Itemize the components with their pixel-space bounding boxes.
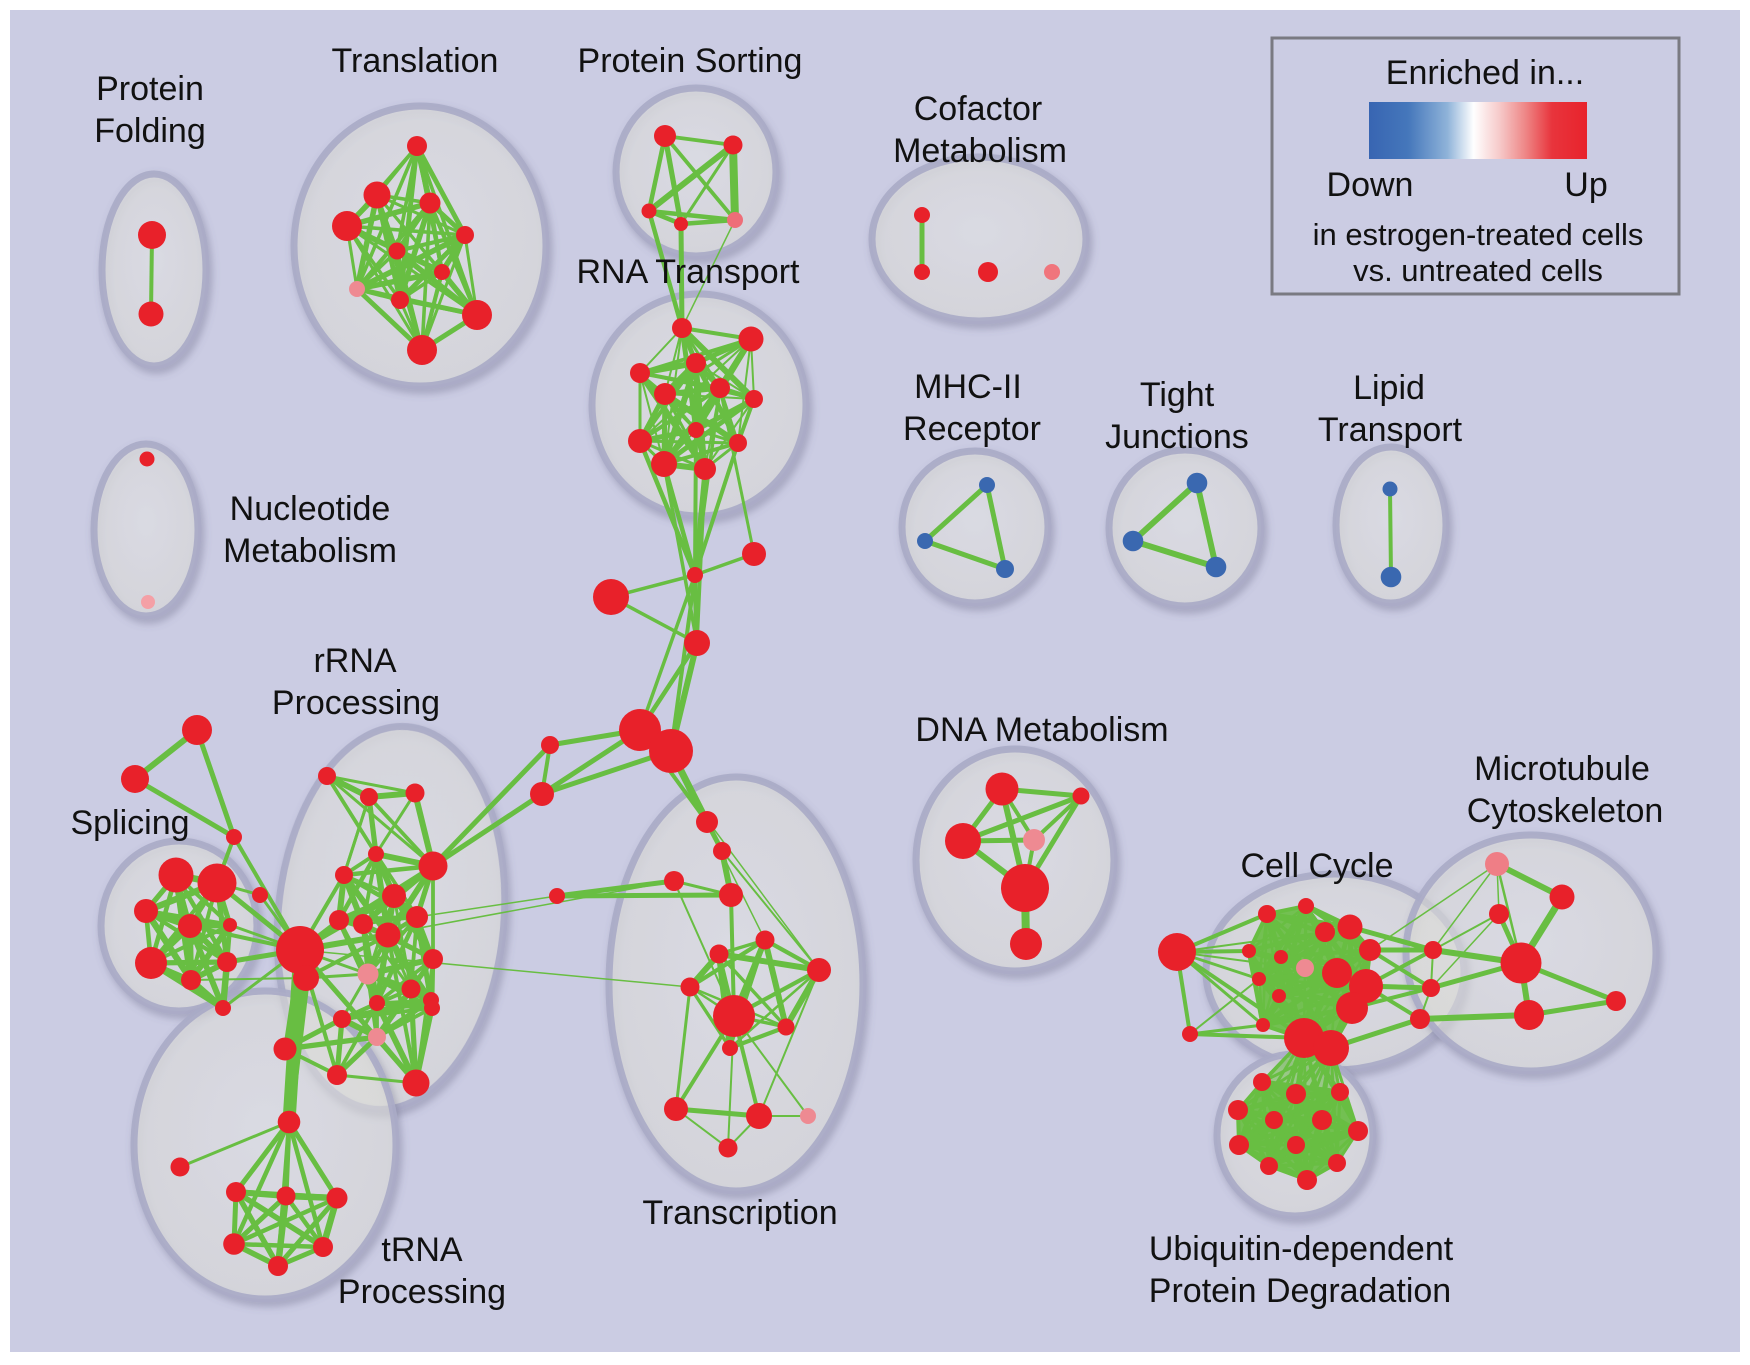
svg-text:Protein Sorting: Protein Sorting [578,42,803,80]
svg-text:Down: Down [1327,166,1414,204]
svg-text:Transport: Transport [1318,411,1463,449]
svg-text:Protein: Protein [96,70,204,108]
svg-text:Cytoskeleton: Cytoskeleton [1467,792,1664,830]
svg-text:MHC-II: MHC-II [914,368,1022,406]
svg-text:Processing: Processing [338,1273,506,1311]
svg-text:Microtubule: Microtubule [1474,750,1650,788]
svg-text:Ubiquitin-dependent: Ubiquitin-dependent [1149,1230,1454,1268]
svg-text:in estrogen-treated cells: in estrogen-treated cells [1313,217,1644,252]
svg-text:vs. untreated cells: vs. untreated cells [1353,253,1603,288]
svg-text:Tight: Tight [1140,376,1215,414]
svg-text:Folding: Folding [94,112,206,150]
svg-text:Metabolism: Metabolism [893,132,1067,170]
svg-text:Receptor: Receptor [903,410,1041,448]
svg-text:Junctions: Junctions [1105,418,1249,456]
svg-text:Splicing: Splicing [70,804,189,842]
svg-text:Nucleotide: Nucleotide [230,490,391,528]
svg-text:DNA Metabolism: DNA Metabolism [915,711,1168,749]
svg-text:rRNA: rRNA [313,642,396,680]
svg-text:Protein Degradation: Protein Degradation [1149,1272,1451,1310]
svg-text:Transcription: Transcription [642,1194,837,1232]
svg-text:Up: Up [1564,166,1607,204]
svg-text:Cell Cycle: Cell Cycle [1240,847,1393,885]
svg-text:Cofactor: Cofactor [914,90,1043,128]
svg-text:Lipid: Lipid [1353,369,1425,407]
svg-text:Processing: Processing [272,684,440,722]
svg-text:RNA Transport: RNA Transport [577,253,801,291]
svg-text:Translation: Translation [332,42,499,80]
svg-text:tRNA: tRNA [381,1231,463,1269]
svg-text:Enriched in...: Enriched in... [1386,54,1584,92]
svg-text:Metabolism: Metabolism [223,532,397,570]
